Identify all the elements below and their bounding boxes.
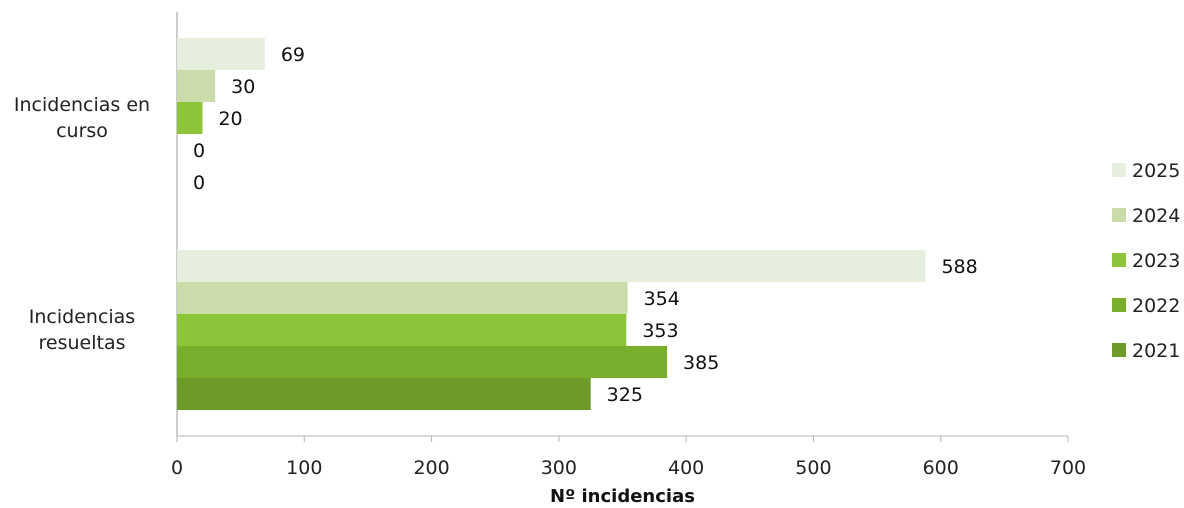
category-label: resueltas <box>39 332 126 354</box>
x-tick-label: 600 <box>923 457 959 479</box>
data-label: 20 <box>218 108 242 130</box>
x-tick-label: 400 <box>668 457 704 479</box>
data-label: 588 <box>941 256 977 278</box>
data-label: 325 <box>607 384 643 406</box>
x-tick-label: 500 <box>795 457 831 479</box>
category-label: curso <box>56 120 108 142</box>
legend-label: 2025 <box>1132 160 1180 182</box>
legend-label: 2021 <box>1132 340 1180 362</box>
legend-swatch-2025 <box>1112 163 1126 177</box>
bar-2024 <box>177 282 628 314</box>
category-label: Incidencias <box>29 306 135 328</box>
x-tick-label: 100 <box>286 457 322 479</box>
bar-2023 <box>177 314 627 346</box>
category-label: Incidencias en <box>14 94 150 116</box>
legend-label: 2022 <box>1132 295 1180 317</box>
data-label: 30 <box>231 76 255 98</box>
bar-2023 <box>177 102 203 134</box>
x-tick-label: 0 <box>171 457 183 479</box>
x-tick-label: 200 <box>413 457 449 479</box>
data-label: 385 <box>683 352 719 374</box>
legend-label: 2024 <box>1132 205 1180 227</box>
legend-label: 2023 <box>1132 250 1180 272</box>
x-tick-label: 700 <box>1050 457 1086 479</box>
x-axis-title: Nº incidencias <box>550 486 695 507</box>
data-label: 354 <box>644 288 680 310</box>
data-label: 353 <box>642 320 678 342</box>
bar-2021 <box>177 378 591 410</box>
bar-2025 <box>177 38 265 70</box>
data-label: 0 <box>193 140 205 162</box>
x-tick-label: 300 <box>541 457 577 479</box>
legend-swatch-2023 <box>1112 253 1126 267</box>
data-label: 0 <box>193 172 205 194</box>
bar-2025 <box>177 250 926 282</box>
legend-swatch-2021 <box>1112 343 1126 357</box>
bar-2022 <box>177 346 668 378</box>
legend-swatch-2024 <box>1112 208 1126 222</box>
bar-2024 <box>177 70 216 102</box>
data-label: 69 <box>281 44 305 66</box>
legend-swatch-2022 <box>1112 298 1126 312</box>
